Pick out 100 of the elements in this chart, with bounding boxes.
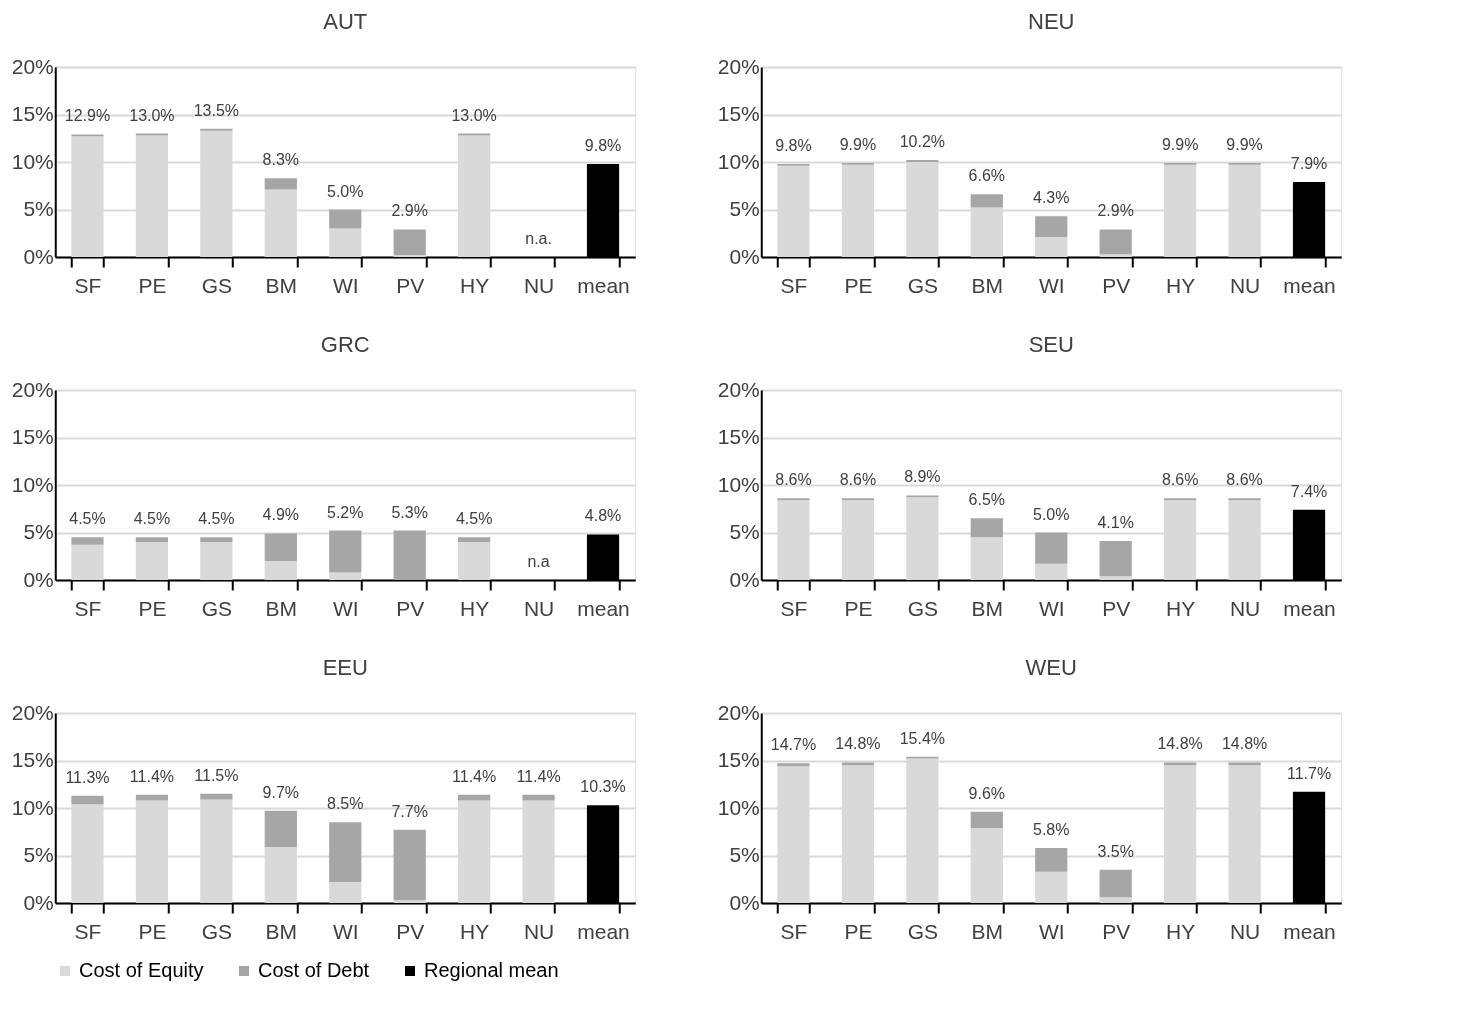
total-label: 8.3%	[262, 151, 300, 169]
total-label: 5.0%	[1033, 505, 1070, 523]
x-tick-label: SF	[74, 596, 102, 620]
total-label: 4.9%	[262, 506, 300, 524]
legend-label: Regional mean	[424, 959, 559, 981]
total-label: 8.9%	[904, 468, 941, 486]
x-tick-label: SF	[74, 273, 102, 297]
y-tick-label: 10%	[717, 795, 760, 819]
total-label: 2.9%	[391, 202, 428, 220]
x-tick-label: WI	[332, 273, 359, 297]
y-tick-label: 0%	[23, 567, 54, 591]
y-tick-label: 10%	[11, 472, 54, 496]
x-tick-label: SF	[780, 596, 808, 620]
x-tick-label: GS	[201, 919, 233, 943]
y-tick-label: 20%	[717, 377, 760, 401]
bar	[393, 900, 426, 903]
y-tick-label: 5%	[729, 197, 760, 220]
total-label: 9.9%	[1161, 135, 1199, 153]
x-tick-label: mean	[1283, 596, 1336, 620]
x-tick-label: PE	[844, 596, 873, 620]
x-tick-label: BM	[265, 273, 298, 297]
total-label: 4.5%	[133, 510, 171, 528]
x-tick-label: HY	[460, 919, 490, 943]
total-label: 8.6%	[839, 471, 877, 489]
bar	[200, 542, 233, 580]
bar	[1035, 532, 1068, 564]
x-tick-label: PE	[138, 273, 167, 297]
y-tick-label: 10%	[717, 472, 760, 496]
y-tick-label: 5%	[729, 520, 760, 543]
bar	[1035, 563, 1068, 580]
bar	[329, 882, 362, 903]
x-tick-label: BM	[265, 596, 298, 620]
chart-title: SEU	[1028, 332, 1074, 357]
total-label: 13.0%	[451, 106, 497, 124]
y-tick-label: 10%	[11, 795, 54, 819]
bar	[1099, 576, 1132, 580]
bar	[264, 561, 297, 580]
bar	[1099, 541, 1132, 577]
x-tick-label: PE	[844, 919, 873, 943]
bar	[200, 537, 233, 542]
bar	[1035, 871, 1068, 903]
chart-title: GRC	[320, 332, 370, 357]
y-tick-label: 20%	[11, 700, 54, 724]
total-label: 4.5%	[69, 510, 106, 528]
y-tick-label: 5%	[23, 197, 54, 220]
bar	[135, 542, 169, 580]
total-label: 7.9%	[1290, 154, 1328, 172]
bar	[1099, 897, 1132, 903]
total-label: 14.8%	[1157, 735, 1203, 753]
bar	[264, 810, 297, 847]
total-label: 7.7%	[391, 802, 428, 820]
bar	[1035, 216, 1068, 238]
bar	[777, 763, 810, 767]
y-tick-label: 15%	[11, 425, 54, 448]
bar	[71, 537, 104, 545]
x-tick-label: mean	[577, 273, 630, 297]
total-label: 8.6%	[1226, 471, 1263, 489]
total-label: 9.8%	[584, 136, 622, 154]
total-label: 13.0%	[129, 106, 175, 124]
bar	[393, 229, 426, 256]
bar	[1099, 229, 1132, 255]
y-tick-label: 20%	[11, 377, 54, 401]
bar	[71, 795, 104, 805]
bar	[393, 530, 426, 580]
y-tick-label: 20%	[717, 54, 760, 78]
y-tick-label: 10%	[11, 149, 54, 173]
x-tick-label: GS	[201, 273, 233, 297]
x-tick-label: WI	[332, 919, 359, 943]
x-tick-label: PV	[396, 596, 425, 620]
x-tick-label: WI	[1038, 273, 1065, 297]
total-label: 6.6%	[968, 167, 1006, 185]
y-tick-label: 15%	[11, 748, 54, 771]
bar	[264, 178, 297, 190]
total-label: 14.8%	[835, 735, 881, 753]
bar	[1035, 847, 1068, 872]
total-label: 5.3%	[391, 503, 428, 521]
x-tick-label: NU	[523, 273, 555, 297]
x-tick-label: PV	[1102, 919, 1131, 943]
text: n.a.	[525, 230, 552, 247]
bar	[522, 794, 555, 801]
y-tick-label: 20%	[11, 54, 54, 78]
x-tick-label: WI	[1038, 919, 1065, 943]
total-label: 9.7%	[262, 783, 300, 801]
total-label: 5.2%	[327, 503, 364, 521]
total-label: 12.9%	[64, 107, 111, 125]
x-tick-label: PE	[138, 919, 167, 943]
y-tick-label: 15%	[717, 425, 760, 448]
x-tick-label: mean	[1283, 273, 1336, 297]
x-tick-label: HY	[460, 273, 490, 297]
chart-title: EEU	[322, 655, 368, 680]
y-tick-label: 0%	[729, 567, 760, 591]
total-label: 10.2%	[899, 133, 946, 151]
legend-label: Cost of Equity	[79, 959, 204, 981]
y-tick-label: 10%	[717, 149, 760, 173]
x-tick-label: BM	[971, 919, 1004, 943]
x-tick-label: NU	[1229, 919, 1261, 943]
x-tick-label: BM	[971, 273, 1004, 297]
y-tick-label: 15%	[717, 102, 760, 125]
y-tick-label: 0%	[23, 890, 54, 914]
x-tick-label: mean	[577, 596, 630, 620]
